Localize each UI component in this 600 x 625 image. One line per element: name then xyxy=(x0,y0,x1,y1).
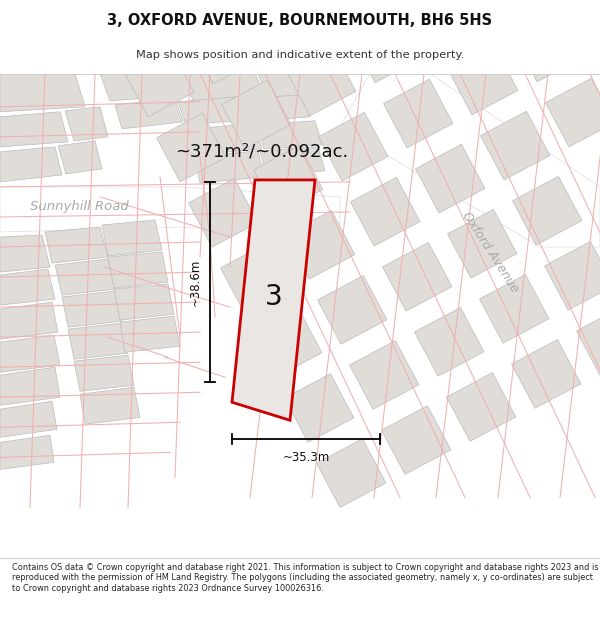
Polygon shape xyxy=(260,147,325,175)
Polygon shape xyxy=(0,401,57,437)
Polygon shape xyxy=(183,74,265,101)
Polygon shape xyxy=(190,15,259,84)
Polygon shape xyxy=(102,220,162,256)
Polygon shape xyxy=(340,74,600,247)
Polygon shape xyxy=(286,211,355,279)
Polygon shape xyxy=(512,176,582,245)
Polygon shape xyxy=(416,144,485,213)
Polygon shape xyxy=(45,227,108,263)
Polygon shape xyxy=(242,95,310,122)
Polygon shape xyxy=(0,74,85,112)
Polygon shape xyxy=(58,141,102,174)
Polygon shape xyxy=(0,302,58,339)
Polygon shape xyxy=(0,368,60,405)
Polygon shape xyxy=(352,14,421,83)
Text: Oxford Avenue: Oxford Avenue xyxy=(459,209,521,295)
Polygon shape xyxy=(0,112,68,147)
Text: ~371m²/~0.092ac.: ~371m²/~0.092ac. xyxy=(175,143,348,161)
Polygon shape xyxy=(287,47,356,116)
Text: ~35.3m: ~35.3m xyxy=(283,451,329,464)
Polygon shape xyxy=(448,209,517,278)
Text: Sunnyhill Road: Sunnyhill Road xyxy=(30,201,129,214)
Polygon shape xyxy=(317,276,387,344)
Text: Map shows position and indicative extent of the property.: Map shows position and indicative extent… xyxy=(136,49,464,59)
Polygon shape xyxy=(253,309,322,378)
Text: 3: 3 xyxy=(265,283,283,311)
Polygon shape xyxy=(514,13,583,82)
Polygon shape xyxy=(188,178,258,247)
Polygon shape xyxy=(350,341,419,409)
Polygon shape xyxy=(74,355,134,391)
Polygon shape xyxy=(114,284,174,320)
Polygon shape xyxy=(319,112,388,181)
Polygon shape xyxy=(0,187,340,237)
Polygon shape xyxy=(195,151,264,183)
Polygon shape xyxy=(258,121,322,149)
Text: Contains OS data © Crown copyright and database right 2021. This information is : Contains OS data © Crown copyright and d… xyxy=(12,563,599,592)
Polygon shape xyxy=(415,308,484,376)
Polygon shape xyxy=(115,99,183,129)
Polygon shape xyxy=(157,113,226,182)
Polygon shape xyxy=(108,252,168,288)
Polygon shape xyxy=(62,291,122,327)
Polygon shape xyxy=(0,435,54,469)
Polygon shape xyxy=(317,439,386,508)
Polygon shape xyxy=(284,374,354,442)
Polygon shape xyxy=(545,241,600,310)
Polygon shape xyxy=(481,111,550,180)
Text: 3, OXFORD AVENUE, BOURNEMOUTH, BH6 5HS: 3, OXFORD AVENUE, BOURNEMOUTH, BH6 5HS xyxy=(107,13,493,28)
Polygon shape xyxy=(577,306,600,375)
Polygon shape xyxy=(479,274,549,343)
Polygon shape xyxy=(125,48,194,117)
Polygon shape xyxy=(350,177,420,246)
Polygon shape xyxy=(221,80,291,149)
Polygon shape xyxy=(449,46,518,115)
Text: ~38.6m: ~38.6m xyxy=(189,258,202,306)
Polygon shape xyxy=(221,244,290,312)
Polygon shape xyxy=(120,316,180,352)
Polygon shape xyxy=(545,78,600,147)
Polygon shape xyxy=(65,107,108,141)
Polygon shape xyxy=(55,259,115,295)
Polygon shape xyxy=(100,74,190,101)
Polygon shape xyxy=(0,147,62,182)
Polygon shape xyxy=(382,406,451,474)
Polygon shape xyxy=(0,335,60,372)
Polygon shape xyxy=(512,339,581,408)
Polygon shape xyxy=(383,242,452,311)
Polygon shape xyxy=(68,323,128,359)
Polygon shape xyxy=(190,124,262,155)
Polygon shape xyxy=(0,235,50,272)
Polygon shape xyxy=(258,74,330,99)
Polygon shape xyxy=(254,145,323,214)
Polygon shape xyxy=(232,180,315,420)
Polygon shape xyxy=(446,372,516,441)
Polygon shape xyxy=(80,388,140,424)
Polygon shape xyxy=(0,269,55,305)
Polygon shape xyxy=(178,97,247,125)
Polygon shape xyxy=(383,79,453,148)
